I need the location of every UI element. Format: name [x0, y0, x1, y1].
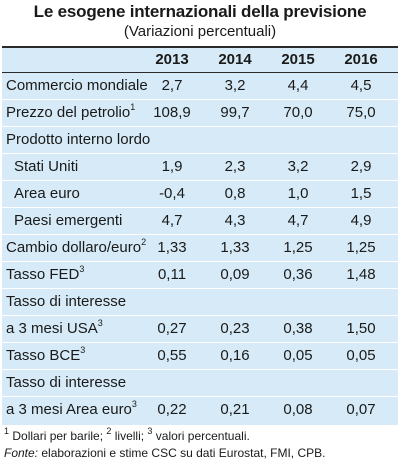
cell-value: 0,21 — [220, 401, 250, 418]
row-label: Prezzo del petrolio1 — [6, 102, 136, 122]
cell-value: 0,11 — [157, 266, 187, 283]
row-label: a 3 mesi USA3 — [6, 318, 103, 338]
row-label: Commercio mondiale — [6, 77, 148, 94]
cell-value: 108,9 — [153, 104, 191, 121]
row-label: Tasso di interesse — [6, 293, 127, 310]
row-label: Cambio dollaro/euro2 — [6, 237, 147, 257]
table-row: a 3 mesi Area euro3 0,22 0,21 0,08 0,07 — [2, 397, 398, 424]
row-label: Paesi emergenti — [14, 212, 123, 229]
footnotes: 1 Dollari per barile; 2 livelli; 3 valor… — [4, 426, 250, 444]
table-row: Prezzo del petrolio1 108,9 99,7 70,0 75,… — [2, 100, 398, 127]
cell-value: 0,55 — [157, 347, 187, 364]
cell-value: 0,09 — [220, 266, 250, 283]
row-label: Area euro — [14, 185, 80, 202]
row-label: Tasso di interesse — [6, 374, 127, 391]
cell-value: 0,05 — [346, 347, 376, 364]
table-row: a 3 mesi USA3 0,27 0,23 0,38 1,50 — [2, 316, 398, 343]
year-header: 2013 — [155, 51, 189, 68]
row-label: a 3 mesi Area euro3 — [6, 399, 137, 419]
table-row: Tasso BCE3 0,55 0,16 0,05 0,05 — [2, 343, 398, 370]
data-table: 2013 2014 2015 2016 Commercio mondiale 2… — [2, 46, 398, 425]
cell-value: 4,4 — [287, 77, 309, 94]
table-row: Stati Uniti 1,9 2,3 3,2 2,9 — [2, 154, 398, 181]
table-row: Cambio dollaro/euro2 1,33 1,33 1,25 1,25 — [2, 235, 398, 262]
cell-value: 0,05 — [283, 347, 313, 364]
cell-value: 4,3 — [224, 212, 246, 229]
cell-value: 1,25 — [346, 239, 376, 256]
cell-value: 0,07 — [346, 401, 376, 418]
cell-value: 99,7 — [220, 104, 250, 121]
row-label: Stati Uniti — [14, 158, 79, 175]
cell-value: -0,4 — [159, 185, 185, 202]
table-row: Area euro -0,4 0,8 1,0 1,5 — [2, 181, 398, 208]
cell-value: 1,33 — [220, 239, 250, 256]
cell-value: 1,9 — [161, 158, 183, 175]
cell-value: 2,9 — [350, 158, 372, 175]
table-row: Tasso di interesse — [2, 289, 398, 316]
cell-value: 0,38 — [283, 320, 313, 337]
year-header: 2016 — [344, 51, 378, 68]
cell-value: 4,9 — [350, 212, 372, 229]
row-label: Prodotto interno lordo — [6, 131, 151, 148]
source-note: Fonte: elaborazioni e stime CSC su dati … — [4, 446, 326, 460]
table-title: Le esogene internazionali della previsio… — [33, 2, 367, 21]
cell-value: 2,7 — [161, 77, 183, 94]
cell-value: 1,25 — [283, 239, 313, 256]
cell-value: 75,0 — [346, 104, 376, 121]
cell-value: 0,08 — [283, 401, 313, 418]
cell-value: 0,8 — [224, 185, 246, 202]
table-subtitle: (Variazioni percentuali) — [123, 23, 277, 40]
cell-value: 3,2 — [224, 77, 246, 94]
cell-value: 0,23 — [220, 320, 250, 337]
cell-value: 0,27 — [157, 320, 187, 337]
cell-value: 4,7 — [161, 212, 183, 229]
cell-value: 3,2 — [287, 158, 309, 175]
cell-value: 1,48 — [346, 266, 376, 283]
table-row: Tasso FED3 0,11 0,09 0,36 1,48 — [2, 262, 398, 289]
year-header: 2014 — [218, 51, 252, 68]
cell-value: 4,7 — [287, 212, 309, 229]
cell-value: 70,0 — [283, 104, 313, 121]
table-row: Prodotto interno lordo — [2, 127, 398, 154]
year-header: 2015 — [281, 51, 315, 68]
cell-value: 1,50 — [346, 320, 376, 337]
table-row: Commercio mondiale 2,7 3,2 4,4 4,5 — [2, 73, 398, 100]
row-label: Tasso BCE3 — [6, 345, 86, 365]
row-label: Tasso FED3 — [6, 264, 85, 284]
cell-value: 0,22 — [157, 401, 187, 418]
cell-value: 1,0 — [287, 185, 309, 202]
cell-value: 2,3 — [224, 158, 246, 175]
table-header: 2013 2014 2015 2016 — [2, 46, 398, 73]
cell-value: 1,33 — [157, 239, 187, 256]
table-row: Paesi emergenti 4,7 4,3 4,7 4,9 — [2, 208, 398, 235]
cell-value: 0,36 — [283, 266, 313, 283]
cell-value: 0,16 — [220, 347, 250, 364]
cell-value: 4,5 — [350, 77, 372, 94]
table-row: Tasso di interesse — [2, 370, 398, 397]
cell-value: 1,5 — [350, 185, 372, 202]
